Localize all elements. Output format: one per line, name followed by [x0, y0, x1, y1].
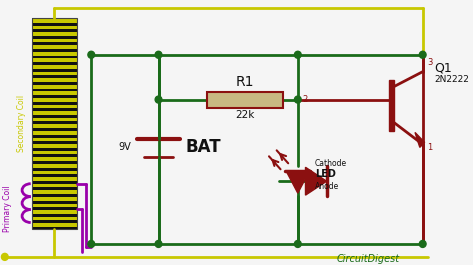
Bar — [32, 137, 77, 143]
Bar — [32, 90, 77, 97]
Bar — [32, 143, 77, 150]
Bar — [32, 51, 77, 58]
Bar — [32, 31, 77, 38]
Bar — [32, 25, 77, 31]
Text: Cathode: Cathode — [315, 159, 347, 168]
Text: 1: 1 — [428, 143, 433, 152]
Circle shape — [1, 253, 8, 260]
Bar — [32, 164, 77, 168]
Bar — [32, 151, 77, 154]
Bar — [32, 144, 77, 148]
Bar — [32, 52, 77, 56]
Bar — [32, 183, 77, 189]
Bar — [32, 25, 77, 29]
Bar — [32, 209, 77, 216]
Bar — [32, 223, 77, 227]
Text: 9V: 9V — [119, 142, 131, 152]
Text: Primary Coil: Primary Coil — [3, 186, 12, 232]
Polygon shape — [415, 132, 425, 147]
Bar — [32, 177, 77, 181]
Bar — [32, 45, 77, 49]
Bar — [32, 58, 77, 64]
Bar — [32, 217, 77, 220]
Bar — [32, 38, 77, 44]
Bar — [32, 157, 77, 161]
Text: Q1: Q1 — [434, 61, 452, 74]
Bar — [207, 92, 283, 108]
Bar — [32, 163, 77, 170]
Bar — [32, 130, 77, 137]
Bar — [32, 59, 77, 62]
Bar — [32, 77, 77, 84]
Circle shape — [155, 96, 162, 103]
Bar — [32, 39, 77, 42]
Text: Secondary Coil: Secondary Coil — [17, 95, 26, 152]
Bar — [32, 176, 77, 183]
Text: 2N2222: 2N2222 — [434, 75, 469, 84]
Bar — [32, 64, 77, 71]
Bar — [32, 191, 77, 194]
Bar — [32, 156, 77, 163]
Bar — [32, 71, 77, 77]
Bar — [32, 84, 77, 90]
Bar — [32, 18, 77, 25]
Bar — [32, 204, 77, 207]
Text: BAT: BAT — [185, 138, 221, 156]
Bar — [32, 65, 77, 69]
Text: Anode: Anode — [315, 182, 339, 191]
Bar — [32, 85, 77, 89]
Bar — [32, 104, 77, 110]
Bar — [32, 19, 77, 23]
Bar — [32, 197, 77, 201]
Circle shape — [155, 51, 162, 58]
Bar — [32, 171, 77, 174]
Bar — [32, 18, 77, 229]
Bar — [32, 98, 77, 102]
Circle shape — [295, 240, 301, 248]
Bar — [32, 150, 77, 156]
Bar — [32, 210, 77, 214]
Bar — [32, 125, 77, 128]
Bar — [32, 117, 77, 123]
Bar — [32, 72, 77, 75]
Polygon shape — [286, 171, 309, 193]
Bar — [32, 118, 77, 121]
Text: 22k: 22k — [235, 111, 254, 121]
Bar — [32, 131, 77, 135]
Bar — [32, 203, 77, 209]
Text: 3: 3 — [428, 58, 433, 67]
Bar — [32, 78, 77, 82]
Bar — [32, 111, 77, 115]
Bar — [32, 32, 77, 36]
Bar — [389, 80, 394, 131]
Text: 2: 2 — [303, 95, 308, 104]
Bar — [32, 97, 77, 104]
Bar — [32, 105, 77, 108]
Circle shape — [420, 240, 426, 248]
Bar — [32, 91, 77, 95]
Text: LED: LED — [315, 169, 336, 179]
Circle shape — [88, 240, 95, 248]
Bar — [32, 189, 77, 196]
Circle shape — [420, 51, 426, 58]
Text: R1: R1 — [236, 75, 254, 89]
Bar — [32, 110, 77, 117]
Circle shape — [155, 240, 162, 248]
Text: CircuitDigest: CircuitDigest — [336, 254, 399, 264]
Polygon shape — [306, 167, 327, 195]
Circle shape — [295, 51, 301, 58]
Bar — [32, 222, 77, 229]
Bar — [32, 123, 77, 130]
Bar — [32, 216, 77, 222]
Circle shape — [295, 96, 301, 103]
Bar — [32, 44, 77, 51]
Bar — [32, 196, 77, 203]
Bar — [32, 138, 77, 141]
Bar — [32, 184, 77, 187]
Circle shape — [88, 51, 95, 58]
Bar — [32, 170, 77, 176]
